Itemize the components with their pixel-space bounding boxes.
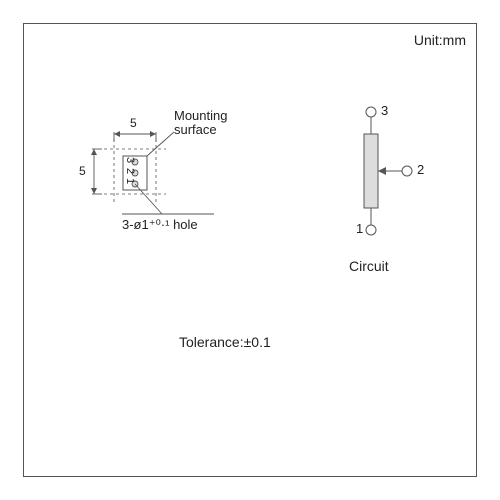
tolerance-label: Tolerance:±0.1 (179, 334, 271, 350)
mounting-surface-line1: Mounting (174, 108, 227, 123)
mounting-surface-label: Mounting surface (174, 109, 227, 138)
unit-label: Unit:mm (414, 32, 466, 48)
pin-label-2: 2 (124, 168, 136, 174)
circuit-pin-3: 3 (381, 103, 388, 118)
dim-top: 5 (130, 116, 137, 130)
circuit-pin-2: 2 (417, 162, 424, 177)
diagram-frame: Unit:mm 5 5 1 2 3 (23, 23, 477, 477)
dim-left: 5 (79, 164, 86, 178)
circuit-title: Circuit (349, 258, 389, 274)
hole-label: 3-ø1⁺⁰·¹ hole (122, 217, 198, 233)
pin-label-3: 3 (124, 157, 136, 163)
circuit-diagram (324, 94, 454, 284)
mounting-surface-line2: surface (174, 122, 217, 137)
circuit-pin-1: 1 (356, 221, 363, 236)
pin-label-1: 1 (124, 178, 136, 184)
